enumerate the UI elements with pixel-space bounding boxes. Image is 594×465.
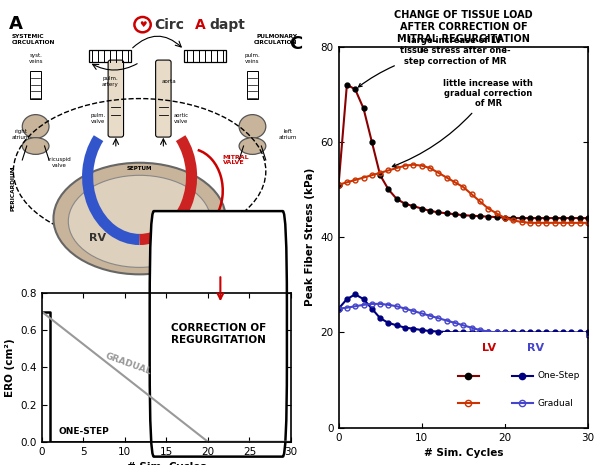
Text: pulm.
valve: pulm. valve [90,113,106,124]
Text: right
atrium: right atrium [12,129,30,140]
X-axis label: # Sim. Cycles: # Sim. Cycles [424,448,503,458]
Text: ONE-STEP: ONE-STEP [58,427,109,436]
Text: SEPTUM: SEPTUM [127,166,152,171]
Text: little increase with
gradual correction
of MR: little increase with gradual correction … [393,79,533,167]
FancyBboxPatch shape [156,60,171,137]
Ellipse shape [53,163,226,274]
Text: aorta: aorta [162,80,176,84]
Ellipse shape [23,115,49,139]
Text: ♥: ♥ [139,20,146,29]
Text: left
atrium: left atrium [279,129,297,140]
FancyBboxPatch shape [150,211,287,457]
Text: tricuspid
valve: tricuspid valve [48,157,71,168]
Text: aortic
valve: aortic valve [174,113,189,124]
Text: PULMONARY
CIRCULATION: PULMONARY CIRCULATION [254,34,297,45]
FancyBboxPatch shape [30,71,41,99]
Text: dapt: dapt [210,18,245,32]
X-axis label: # Sim. Cycles: # Sim. Cycles [127,462,206,465]
Title: CHANGE OF TISSUE LOAD
AFTER CORRECTION OF
MITRAL REGURGITATION: CHANGE OF TISSUE LOAD AFTER CORRECTION O… [394,10,533,44]
Text: pulm.
artery: pulm. artery [102,76,118,87]
Text: GRADUAL: GRADUAL [104,351,153,376]
FancyBboxPatch shape [184,50,226,62]
Text: MITRAL
VALVE: MITRAL VALVE [223,154,249,166]
Ellipse shape [68,175,211,267]
Text: C: C [289,35,302,53]
Text: SYSTEMIC
CIRCULATION: SYSTEMIC CIRCULATION [12,34,55,45]
Text: A: A [194,18,206,32]
Text: PERICARDIUM: PERICARDIUM [10,165,15,211]
Text: RV: RV [90,233,106,243]
Ellipse shape [239,115,266,139]
Text: large increase of LV
tissue stress after one-
step correction of MR: large increase of LV tissue stress after… [359,36,510,87]
FancyBboxPatch shape [108,60,124,137]
Text: pulm.
veins: pulm. veins [245,53,260,64]
Text: A: A [9,15,23,33]
Y-axis label: Peak Fiber Stress (kPa): Peak Fiber Stress (kPa) [305,168,315,306]
Text: LV: LV [171,233,185,243]
Text: CORRECTION OF
REGURGITATION: CORRECTION OF REGURGITATION [170,323,266,345]
Y-axis label: ERO (cm²): ERO (cm²) [5,338,15,397]
Ellipse shape [23,138,49,154]
Ellipse shape [239,138,266,154]
Text: syst.
veins: syst. veins [29,53,43,64]
FancyBboxPatch shape [247,71,258,99]
FancyBboxPatch shape [89,50,131,62]
Text: Circ: Circ [154,18,185,32]
